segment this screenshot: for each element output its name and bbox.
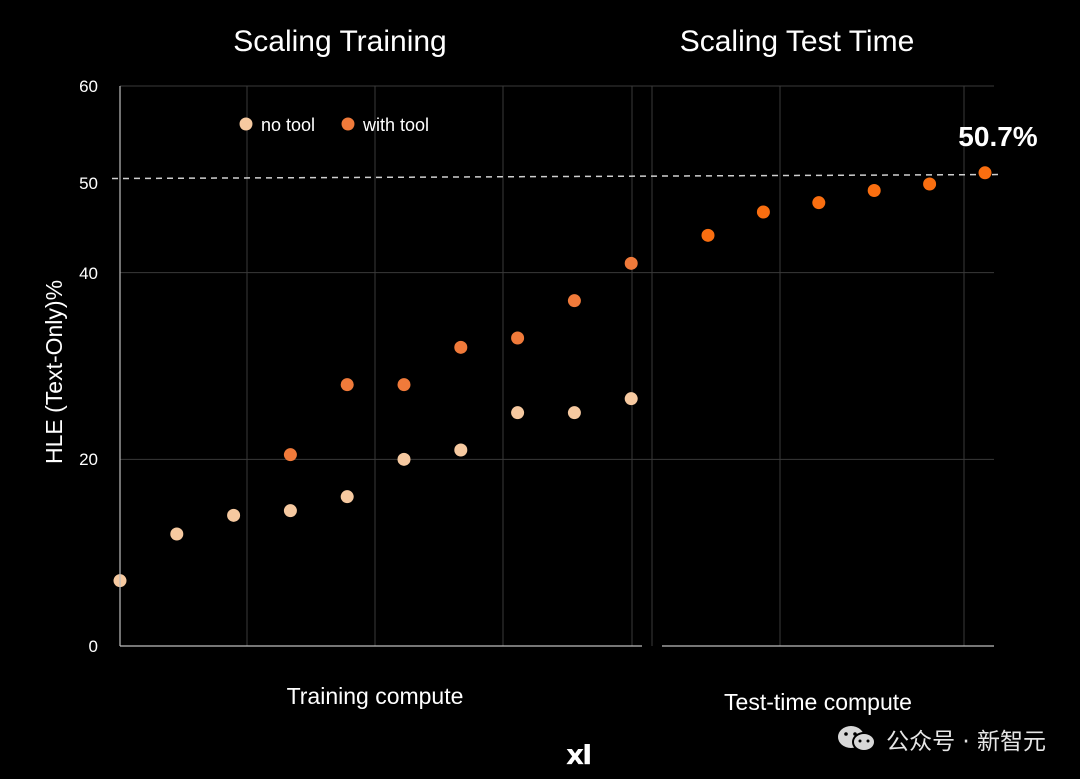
wechat-icon [836, 724, 878, 754]
point-training-no-tool-1 [170, 527, 184, 541]
point-training-with-tool-4 [340, 378, 354, 392]
legend-label-no-tool: no tool [261, 115, 315, 135]
point-test-time-with-tool-5 [978, 166, 992, 180]
point-training-with-tool-9 [624, 256, 638, 270]
y-tick-60: 60 [79, 77, 98, 96]
point-test-time-with-tool-0 [701, 228, 715, 242]
x-axis-label-test-time: Test-time compute [724, 689, 912, 715]
y-tick-50: 50 [79, 174, 98, 193]
point-training-with-tool-6 [454, 340, 468, 354]
x-axis-label-training: Training compute [287, 683, 464, 709]
point-training-with-tool-7 [511, 331, 525, 345]
watermark-text: 公众号 · 新智元 [886, 729, 1046, 755]
point-training-no-tool-2 [227, 508, 241, 522]
data-points [113, 166, 992, 588]
annotation-50-7: 50.7% [958, 121, 1037, 152]
title-scaling-test-time: Scaling Test Time [680, 25, 915, 58]
point-test-time-with-tool-1 [756, 205, 770, 219]
grid [120, 85, 994, 646]
point-training-no-tool-8 [567, 406, 581, 420]
point-training-with-tool-3 [283, 448, 297, 462]
point-training-no-tool-9 [624, 392, 638, 406]
xai-logo: xI [566, 738, 593, 771]
point-training-no-tool-6 [454, 443, 468, 457]
point-test-time-with-tool-4 [923, 177, 937, 191]
y-tick-0: 0 [89, 637, 98, 656]
reference-line [111, 173, 1001, 180]
legend-marker-no-tool [239, 117, 253, 131]
point-test-time-with-tool-3 [867, 184, 881, 198]
point-training-with-tool-8 [567, 294, 581, 308]
watermark: 公众号 · 新智元 [836, 722, 1046, 756]
y-tick-20: 20 [79, 450, 98, 469]
title-scaling-training: Scaling Training [233, 25, 446, 58]
point-training-no-tool-5 [397, 452, 411, 466]
y-tick-40: 40 [79, 264, 98, 283]
point-training-no-tool-3 [283, 504, 297, 518]
y-axis-label: HLE (Text-Only)% [41, 280, 67, 464]
point-training-no-tool-4 [340, 490, 354, 504]
point-training-with-tool-5 [397, 378, 411, 392]
point-test-time-with-tool-2 [812, 196, 826, 210]
point-training-no-tool-7 [511, 406, 525, 420]
legend-marker-with-tool [341, 117, 355, 131]
legend-label-with-tool: with tool [362, 115, 429, 135]
